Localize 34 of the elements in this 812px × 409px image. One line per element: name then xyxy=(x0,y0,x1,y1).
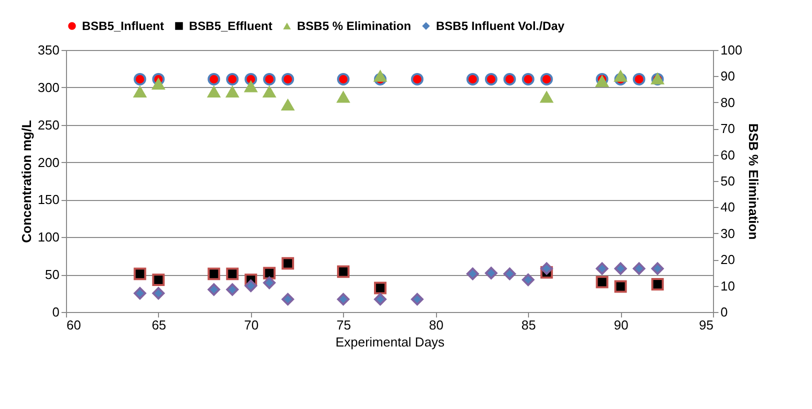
y-tick-label: 200 xyxy=(38,154,60,170)
y-axis-title: Concentration mg/L xyxy=(18,120,34,243)
legend-label: BSB5 Influent Vol./Day xyxy=(436,19,565,33)
x-tick-label: 95 xyxy=(699,318,714,332)
y-tick-label: 0 xyxy=(52,304,60,320)
y-tick-label: 250 xyxy=(38,117,60,132)
y2-tick-label: 50 xyxy=(720,174,735,188)
y-tick-label: 300 xyxy=(38,80,60,95)
y2-tick-label: 10 xyxy=(720,278,735,294)
y2-tick-label: 90 xyxy=(720,68,735,84)
x-tick-label: 60 xyxy=(66,318,81,332)
x-tick-label: 75 xyxy=(336,318,352,332)
y2-axis-title: BSB % Elimination xyxy=(746,123,762,240)
y2-tick-label: 60 xyxy=(720,147,735,162)
y2-tick-label: 0 xyxy=(720,304,728,320)
y-tick-label: 350 xyxy=(38,42,60,58)
x-axis-title: Experimental Days xyxy=(335,334,446,350)
y2-tick-label: 100 xyxy=(720,42,742,58)
legend-label: BSB5 % Elimination xyxy=(297,19,412,33)
y-tick-label: 100 xyxy=(38,230,60,245)
y2-tick-label: 70 xyxy=(720,121,735,136)
x-tick-label: 65 xyxy=(152,318,166,332)
y2-tick-label: 30 xyxy=(720,226,735,241)
x-tick-label: 80 xyxy=(428,318,444,332)
x-tick-label: 70 xyxy=(244,318,259,332)
legend-label: BSB5_Influent xyxy=(82,19,164,33)
y-tick-label: 50 xyxy=(45,267,60,282)
legend-label: BSB5_Effluent xyxy=(189,19,272,33)
y2-tick-label: 20 xyxy=(720,252,735,268)
x-tick-label: 90 xyxy=(614,318,628,332)
y2-tick-label: 80 xyxy=(720,94,735,110)
y-tick-label: 150 xyxy=(38,192,60,208)
x-tick-label: 85 xyxy=(521,318,536,332)
y2-tick-label: 40 xyxy=(720,200,735,215)
